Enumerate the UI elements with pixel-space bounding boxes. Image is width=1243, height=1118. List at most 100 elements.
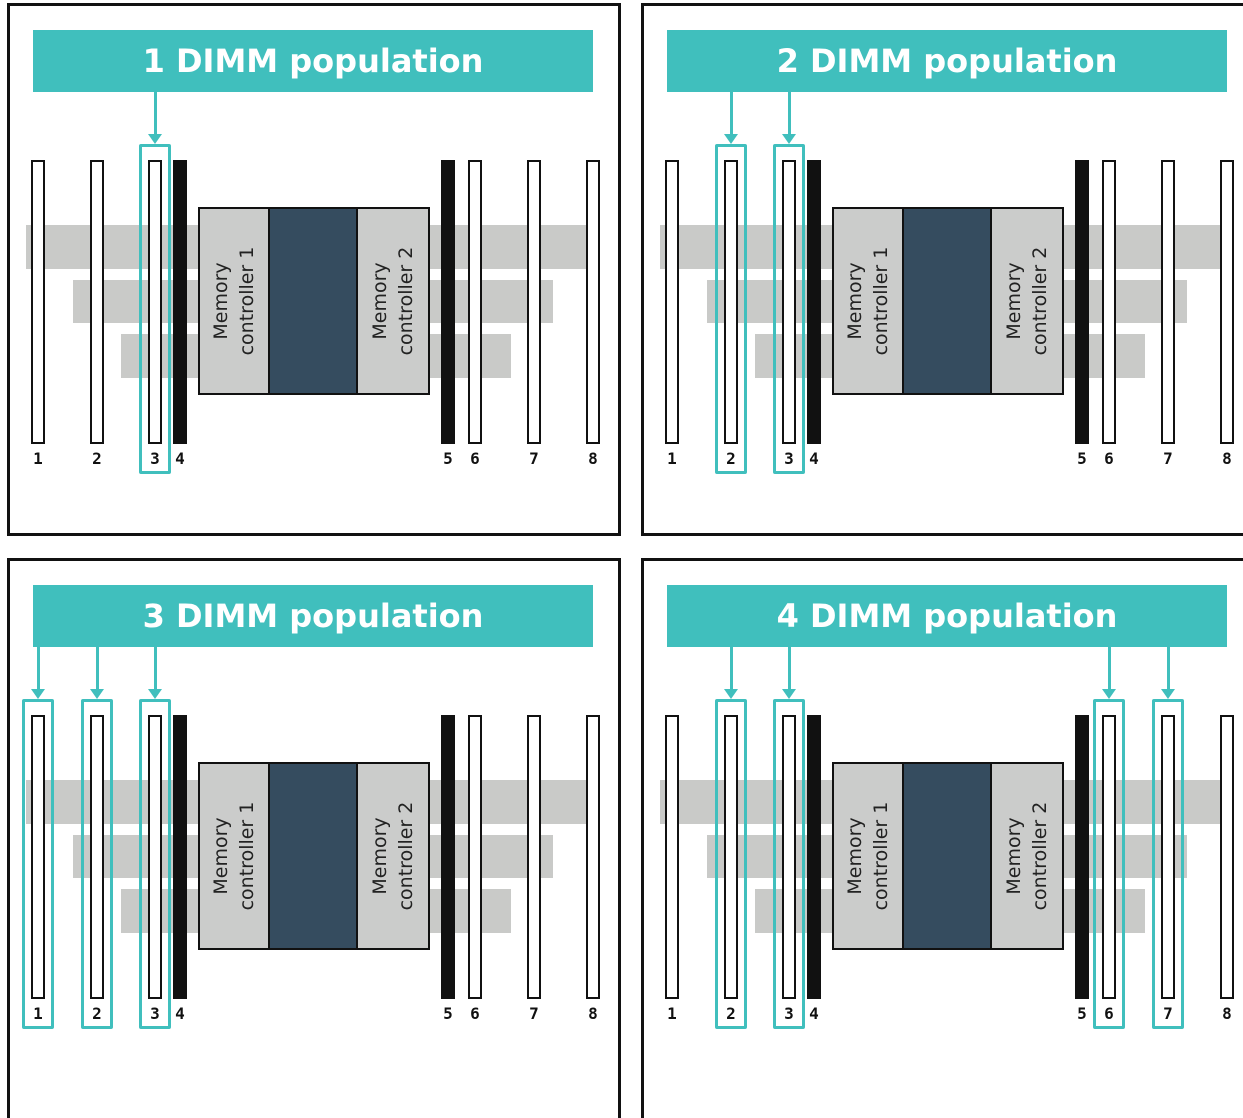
dimm-slot-number-2: 2 xyxy=(92,449,102,468)
memory-controller-1: Memory controller 1 xyxy=(834,764,904,948)
dimm-slot-number-6: 6 xyxy=(1104,449,1114,468)
dimm-slot-number-8: 8 xyxy=(1222,449,1232,468)
memory-controller-1-label-line: Memory xyxy=(210,817,232,895)
dimm-slot-number-6: 6 xyxy=(470,449,480,468)
processor-block: Memory controller 1 Memory controller 2 xyxy=(832,762,1064,950)
populated-slot-highlight-3 xyxy=(773,144,805,474)
population-arrow-line-3 xyxy=(153,647,157,691)
dimm-slot-number-5: 5 xyxy=(443,449,453,468)
dimm-slot-7 xyxy=(1161,715,1175,999)
population-arrow-line-3 xyxy=(787,92,791,136)
memory-controller-1: Memory controller 1 xyxy=(834,209,904,393)
dimm-slot-3 xyxy=(782,160,796,444)
arrow-down-icon xyxy=(148,134,162,144)
dimm-slot-3 xyxy=(148,160,162,444)
dimm-slot-number-3: 3 xyxy=(150,449,160,468)
populated-slot-highlight-2 xyxy=(715,699,747,1029)
arrow-down-icon xyxy=(31,689,45,699)
dimm-slot-4 xyxy=(807,160,821,444)
memory-controller-2-label-line: controller 2 xyxy=(1029,801,1051,911)
dimm-slot-number-4: 4 xyxy=(175,449,185,468)
arrow-down-icon xyxy=(148,689,162,699)
dimm-slot-number-3: 3 xyxy=(784,449,794,468)
dimm-slot-2 xyxy=(90,715,104,999)
dimm-slot-6 xyxy=(468,160,482,444)
memory-controller-1-label-line: controller 1 xyxy=(236,801,258,911)
dimm-slot-number-7: 7 xyxy=(1163,1004,1173,1023)
dimm-slot-4 xyxy=(173,715,187,999)
dimm-slot-1 xyxy=(665,160,679,444)
memory-controller-1-label: Memory controller 1 xyxy=(842,802,894,911)
population-arrow-line-2 xyxy=(729,92,733,136)
dimm-slot-number-4: 4 xyxy=(809,449,819,468)
memory-controller-1-label: Memory controller 1 xyxy=(208,247,260,356)
arrow-down-icon xyxy=(724,689,738,699)
dimm-slot-number-7: 7 xyxy=(529,1004,539,1023)
dimm-slot-7 xyxy=(527,160,541,444)
memory-controller-2: Memory controller 2 xyxy=(990,764,1062,948)
dimm-slot-4 xyxy=(173,160,187,444)
processor-core xyxy=(270,764,356,948)
population-arrow-line-1 xyxy=(36,647,40,691)
memory-controller-2-label-line: Memory xyxy=(369,262,391,340)
population-arrow-line-6 xyxy=(1107,647,1111,691)
memory-controller-1: Memory controller 1 xyxy=(200,764,270,948)
populated-slot-highlight-2 xyxy=(715,144,747,474)
panel-title: 4 DIMM population xyxy=(667,585,1227,647)
memory-controller-1-label-line: controller 1 xyxy=(870,801,892,911)
populated-slot-highlight-3 xyxy=(139,699,171,1029)
arrow-down-icon xyxy=(1102,689,1116,699)
dimm-slot-number-6: 6 xyxy=(470,1004,480,1023)
dimm-slot-number-3: 3 xyxy=(150,1004,160,1023)
memory-controller-2-label: Memory controller 2 xyxy=(1001,802,1053,911)
memory-controller-2: Memory controller 2 xyxy=(356,209,428,393)
dimm-slot-number-1: 1 xyxy=(667,1004,677,1023)
dimm-slot-number-4: 4 xyxy=(809,1004,819,1023)
dimm-slot-number-2: 2 xyxy=(92,1004,102,1023)
arrow-down-icon xyxy=(724,134,738,144)
dimm-slot-number-7: 7 xyxy=(529,449,539,468)
population-arrow-line-3 xyxy=(153,92,157,136)
processor-core xyxy=(904,209,990,393)
memory-controller-2-label-line: controller 2 xyxy=(395,801,417,911)
memory-controller-1-label-line: Memory xyxy=(210,262,232,340)
memory-controller-2-label-line: Memory xyxy=(1003,817,1025,895)
dimm-slot-2 xyxy=(90,160,104,444)
dimm-slot-1 xyxy=(31,715,45,999)
dimm-slot-3 xyxy=(782,715,796,999)
dimm-slot-number-5: 5 xyxy=(443,1004,453,1023)
arrow-down-icon xyxy=(782,689,796,699)
dimm-slot-6 xyxy=(1102,715,1116,999)
memory-controller-2-label-line: Memory xyxy=(1003,262,1025,340)
memory-controller-1-label-line: controller 1 xyxy=(236,246,258,356)
population-arrow-line-3 xyxy=(787,647,791,691)
dimm-slot-8 xyxy=(1220,715,1234,999)
memory-controller-1-label-line: controller 1 xyxy=(870,246,892,356)
dimm-slot-number-1: 1 xyxy=(667,449,677,468)
processor-core xyxy=(270,209,356,393)
dimm-slot-4 xyxy=(807,715,821,999)
processor-block: Memory controller 1 Memory controller 2 xyxy=(832,207,1064,395)
dimm-slot-5 xyxy=(1075,715,1089,999)
dimm-slot-6 xyxy=(468,715,482,999)
dimm-slot-number-8: 8 xyxy=(1222,1004,1232,1023)
dimm-slot-number-8: 8 xyxy=(588,449,598,468)
memory-controller-2: Memory controller 2 xyxy=(356,764,428,948)
dimm-slot-5 xyxy=(441,715,455,999)
dimm-slot-1 xyxy=(665,715,679,999)
dimm-slot-number-6: 6 xyxy=(1104,1004,1114,1023)
processor-block: Memory controller 1 Memory controller 2 xyxy=(198,762,430,950)
dimm-slot-number-7: 7 xyxy=(1163,449,1173,468)
panel-title: 2 DIMM population xyxy=(667,30,1227,92)
dimm-slot-8 xyxy=(1220,160,1234,444)
arrow-down-icon xyxy=(90,689,104,699)
memory-controller-2-label-line: controller 2 xyxy=(1029,246,1051,356)
dimm-slot-8 xyxy=(586,715,600,999)
dimm-slot-3 xyxy=(148,715,162,999)
arrow-down-icon xyxy=(1161,689,1175,699)
dimm-slot-8 xyxy=(586,160,600,444)
